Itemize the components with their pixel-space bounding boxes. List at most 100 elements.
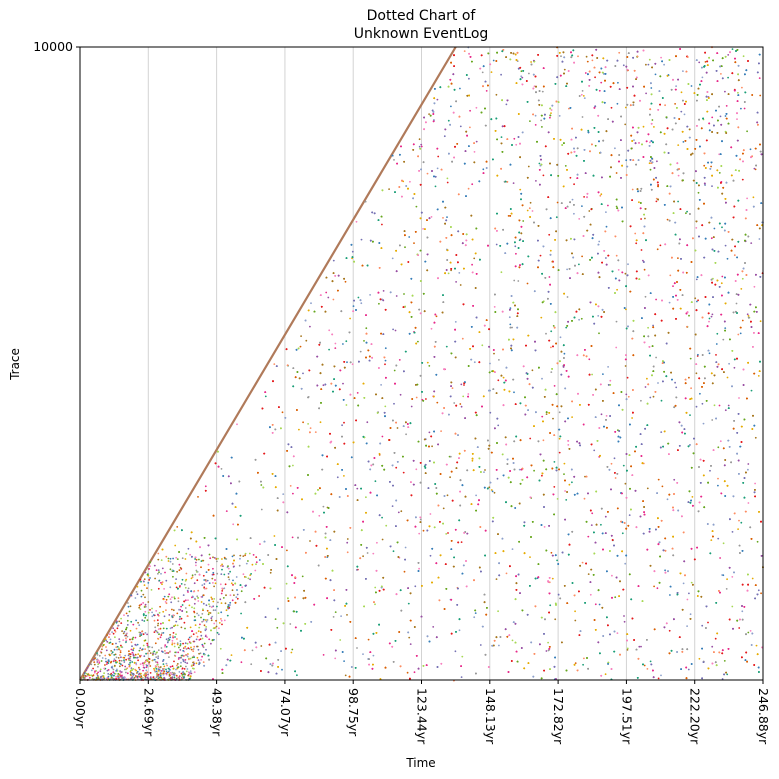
event-dot: [741, 86, 743, 89]
event-dot: [327, 296, 330, 299]
event-dot: [644, 295, 647, 298]
event-dot: [638, 201, 640, 204]
event-dot: [408, 636, 411, 639]
event-dot: [626, 376, 629, 379]
event-dot: [382, 290, 385, 292]
event-dot: [520, 70, 523, 73]
event-dot: [701, 402, 704, 405]
event-dot: [404, 246, 406, 249]
event-dot: [622, 64, 625, 67]
event-dot: [533, 469, 535, 472]
event-dot: [583, 97, 586, 99]
event-dot: [614, 477, 617, 479]
event-dot: [343, 660, 345, 662]
event-dot: [550, 112, 552, 114]
event-dot: [515, 252, 517, 255]
event-dot: [384, 359, 387, 362]
event-dot: [521, 76, 524, 79]
event-dot: [688, 592, 690, 595]
event-dot: [505, 572, 508, 575]
event-dot: [588, 358, 591, 361]
event-dot: [722, 574, 725, 577]
event-dot: [615, 254, 618, 257]
event-dot: [647, 326, 649, 329]
event-dot: [688, 314, 690, 317]
event-dot: [598, 240, 601, 243]
event-dot: [574, 619, 577, 622]
event-dot: [609, 379, 612, 382]
event-dot: [725, 588, 728, 590]
event-dot: [651, 119, 654, 121]
event-dot: [219, 647, 222, 650]
event-dot: [434, 185, 437, 188]
event-dot: [513, 279, 516, 282]
event-dot: [534, 124, 537, 126]
event-dot: [488, 486, 491, 489]
event-dot: [459, 284, 462, 286]
event-dot: [741, 610, 744, 613]
event-dot: [689, 357, 692, 360]
event-dot: [342, 382, 344, 385]
event-dot: [567, 444, 570, 446]
event-dot: [409, 180, 411, 183]
event-dot: [417, 340, 419, 343]
event-dot: [332, 616, 335, 618]
event-dot: [471, 183, 474, 186]
event-dot: [362, 653, 364, 655]
event-dot: [699, 392, 701, 395]
event-dot: [697, 353, 699, 356]
event-dot: [724, 244, 727, 247]
event-dot: [269, 571, 272, 574]
event-dot: [366, 552, 369, 554]
event-dot: [543, 526, 546, 528]
event-dot: [292, 492, 294, 495]
event-dot: [646, 487, 649, 490]
event-dot: [677, 257, 679, 259]
event-dot: [564, 165, 567, 167]
event-dot: [495, 93, 498, 96]
event-dot: [542, 439, 545, 442]
event-dot: [673, 478, 676, 481]
event-dot: [598, 603, 601, 606]
event-dot: [689, 414, 691, 416]
event-dot: [442, 217, 444, 219]
event-dot: [580, 317, 583, 320]
event-dot: [408, 236, 411, 238]
event-dot: [588, 210, 591, 212]
event-dot: [445, 345, 448, 348]
event-dot: [739, 332, 742, 335]
event-dot: [642, 125, 645, 128]
event-dot: [750, 389, 753, 392]
event-dot: [626, 649, 629, 651]
event-dot: [760, 592, 762, 595]
event-dot: [495, 243, 498, 246]
event-dot: [505, 103, 508, 106]
event-dot: [753, 285, 756, 288]
event-dot: [365, 327, 368, 330]
event-dot: [605, 415, 608, 417]
event-dot: [548, 276, 551, 278]
event-dot: [305, 339, 308, 342]
event-dot: [758, 238, 761, 240]
event-dot: [542, 174, 545, 177]
event-dot: [344, 280, 347, 283]
event-dot: [691, 496, 694, 498]
event-dot: [717, 484, 719, 487]
event-dot: [741, 277, 744, 280]
event-dot: [719, 557, 721, 559]
event-dot: [460, 541, 463, 543]
event-dot: [432, 626, 435, 628]
event-dot: [675, 85, 677, 87]
event-dot: [302, 372, 304, 375]
event-dot: [652, 324, 654, 327]
event-dot: [726, 376, 729, 379]
event-dot: [410, 405, 413, 408]
event-dot: [726, 673, 729, 676]
event-dot: [728, 362, 730, 365]
trace-start-line: [79, 46, 457, 681]
event-dot: [202, 661, 205, 663]
event-dot: [334, 342, 337, 345]
event-dot: [460, 676, 463, 678]
event-dot: [607, 204, 609, 207]
event-dot: [593, 449, 596, 452]
